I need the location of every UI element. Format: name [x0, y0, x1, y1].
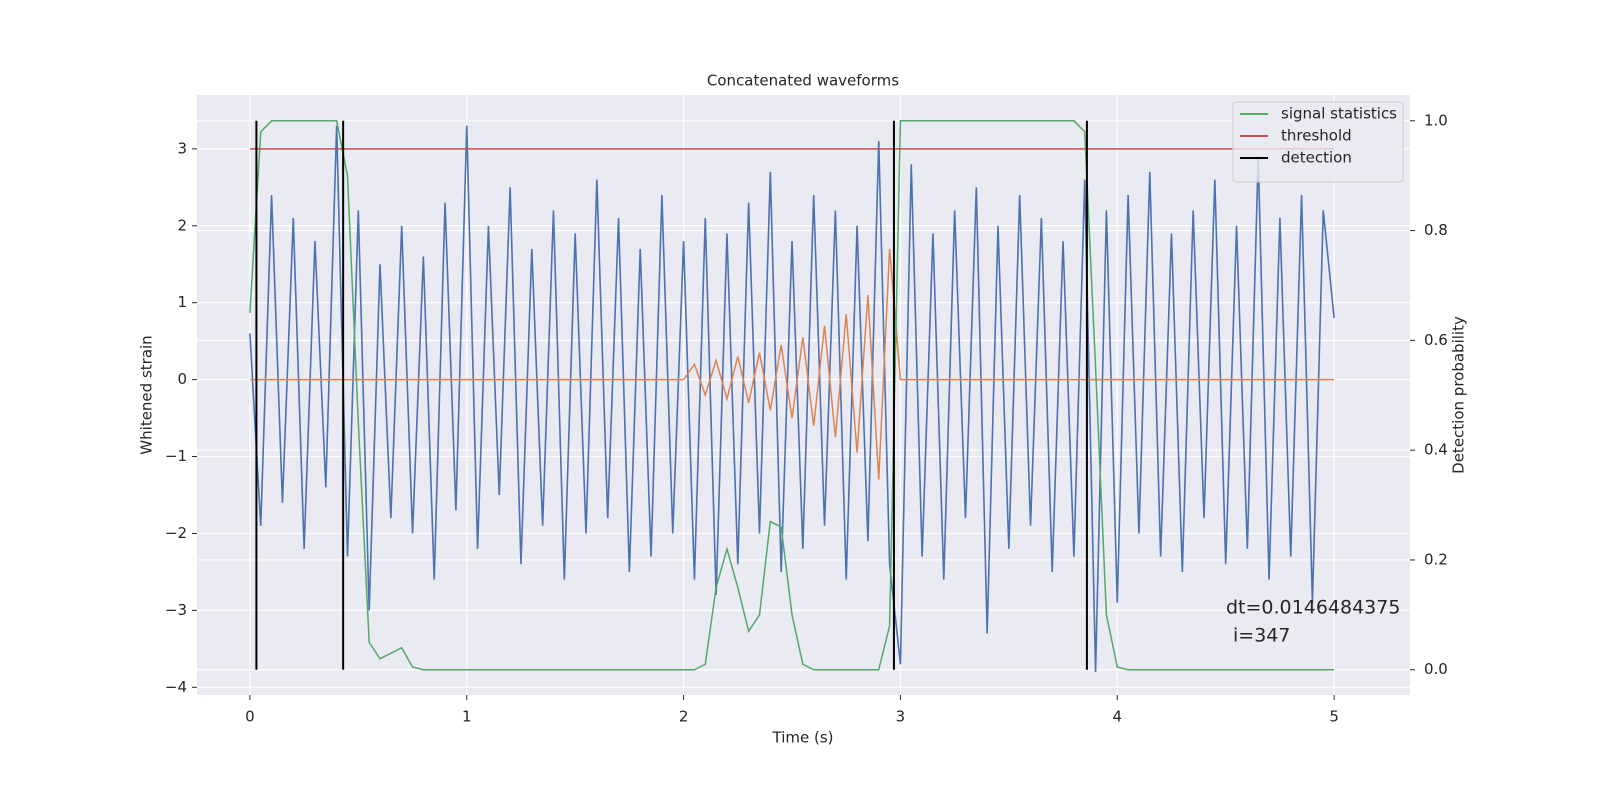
series-line: [249, 125, 1335, 672]
y-tick-label: −4: [165, 678, 187, 696]
x-tick-label: 1: [462, 708, 472, 726]
legend-label: signal statistics: [1281, 105, 1397, 123]
legend-label: threshold: [1281, 127, 1352, 145]
y2-tick-label: 0.6: [1424, 331, 1448, 349]
y2-tick-label: 0.0: [1424, 660, 1448, 678]
x-tick-label: 0: [245, 708, 255, 726]
series-line: [249, 120, 1335, 671]
chart-title: Concatenated waveforms: [707, 72, 899, 90]
x-tick-label: 2: [679, 708, 689, 726]
marks: dt=0.0146484375 i=347: [249, 120, 1400, 672]
legend-label: detection: [1281, 149, 1352, 167]
y2-tick-label: 0.8: [1424, 221, 1448, 239]
legend: signal statistics threshold detection: [1232, 101, 1404, 183]
y2-tick-label: 1.0: [1424, 111, 1448, 129]
y-tick-label: 3: [177, 139, 187, 157]
y-tick-label: −3: [165, 601, 187, 619]
y2-tick-label: 0.4: [1424, 441, 1448, 459]
annotation: i=347: [1233, 625, 1290, 647]
y2-tick-label: 0.2: [1424, 550, 1448, 568]
x-tick-label: 5: [1329, 708, 1339, 726]
y-axis-label: Whitened strain: [138, 335, 156, 454]
legend-box: [1232, 101, 1404, 183]
y-tick-label: −1: [165, 447, 187, 465]
y-tick-label: −2: [165, 524, 187, 542]
y-tick-label: 2: [177, 216, 187, 234]
x-axis-label: Time (s): [772, 729, 834, 747]
annotation: dt=0.0146484375: [1226, 597, 1400, 619]
y-tick-label: 0: [177, 370, 187, 388]
series-line: [249, 248, 1335, 480]
y2-axis-label: Detection probability: [1450, 316, 1468, 474]
x-tick-label: 4: [1112, 708, 1122, 726]
y-tick-label: 1: [177, 293, 187, 311]
x-tick-label: 3: [896, 708, 906, 726]
